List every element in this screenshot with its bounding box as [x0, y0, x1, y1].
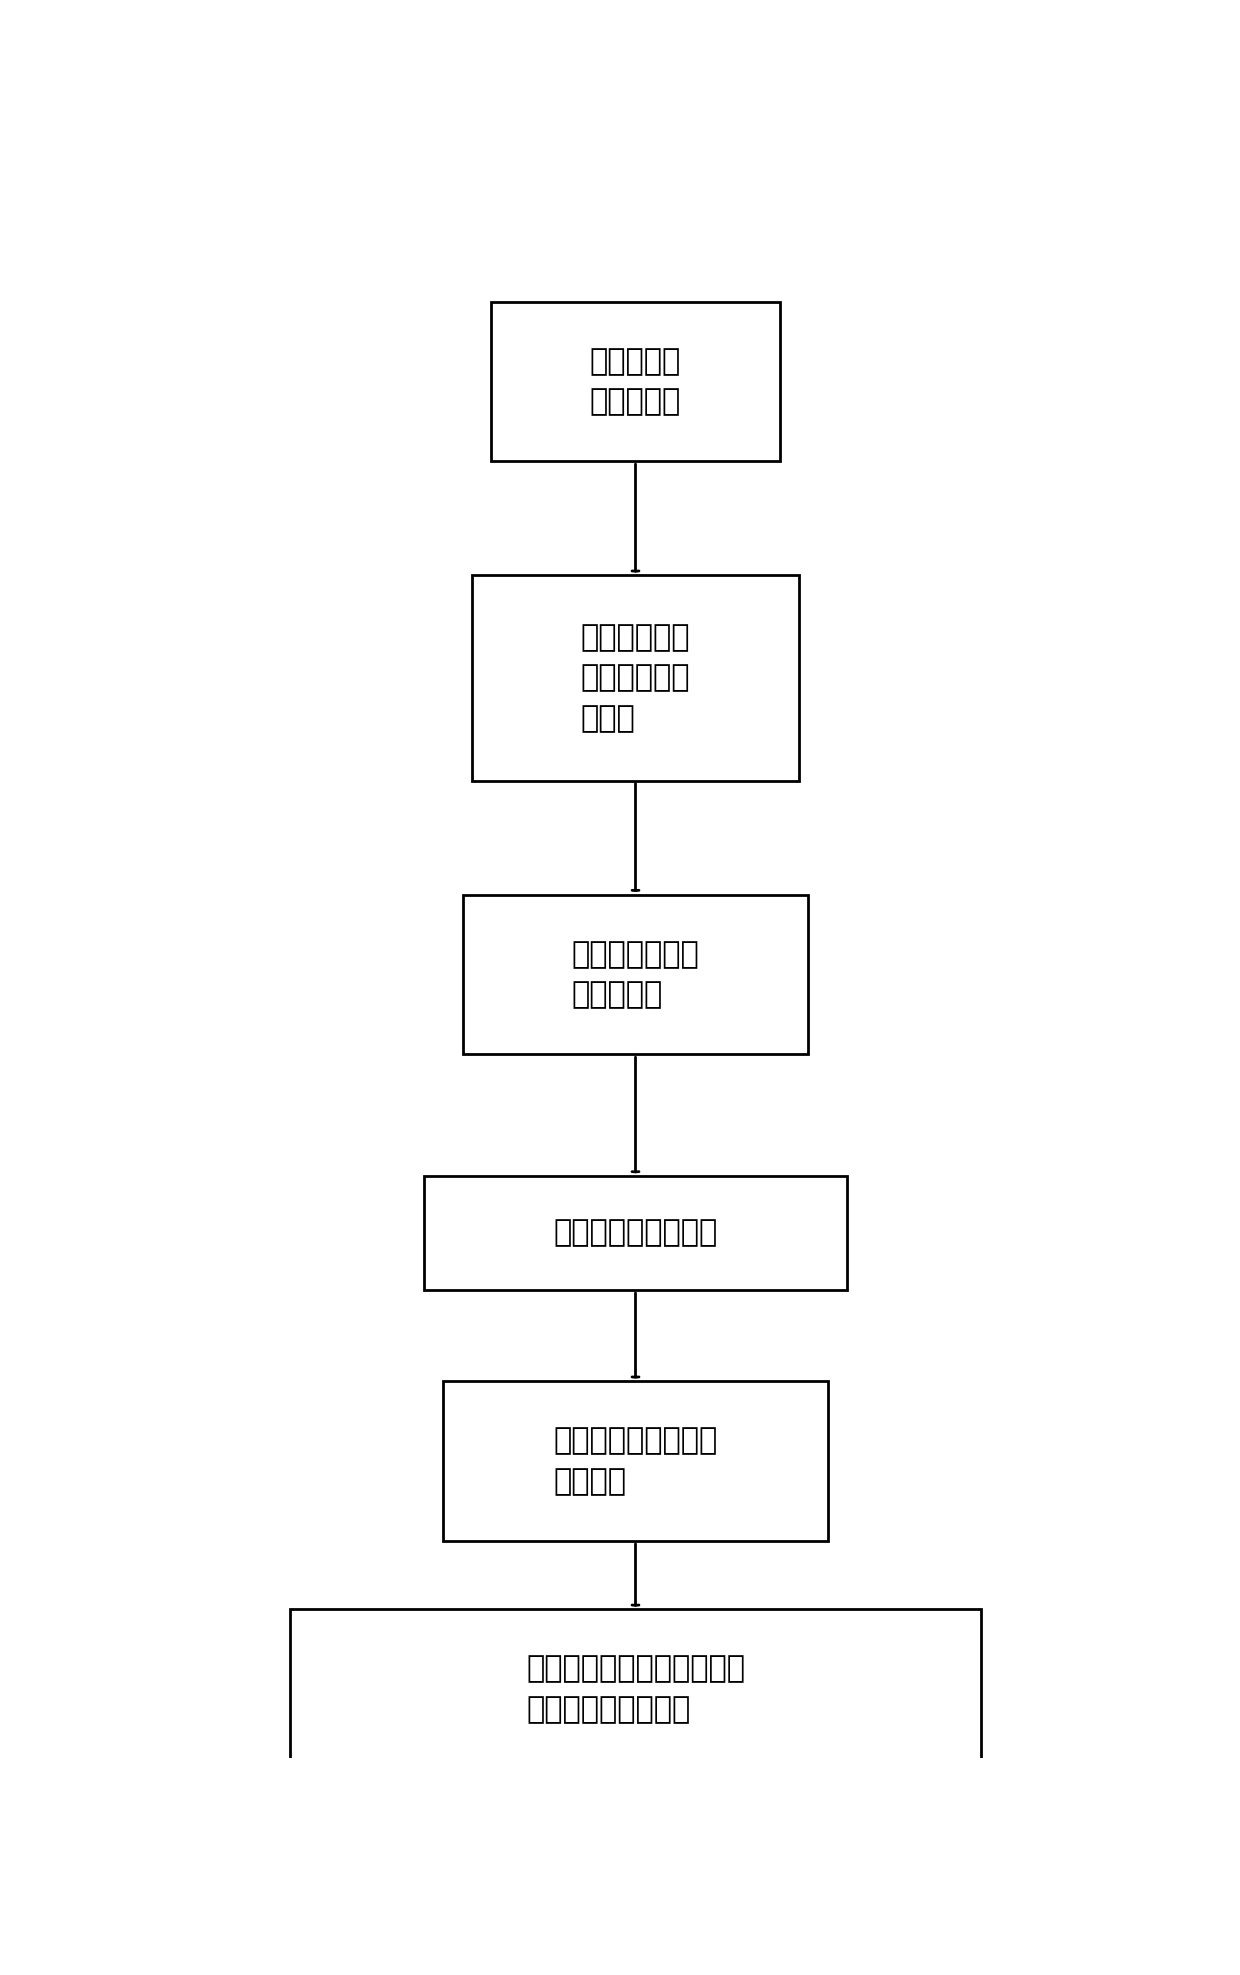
Bar: [463, 895, 808, 1055]
Bar: [491, 302, 780, 462]
Bar: [472, 575, 799, 780]
Bar: [444, 1381, 828, 1540]
Text: 采集轮毂的
可见光图像: 采集轮毂的 可见光图像: [590, 348, 681, 417]
Bar: [424, 1175, 847, 1290]
Text: 获取轮毂的螺栓
孔和中心孔: 获取轮毂的螺栓 孔和中心孔: [572, 940, 699, 1009]
Text: 获取轮毂的外
接圆及其圆心
和直径: 获取轮毂的外 接圆及其圆心 和直径: [580, 622, 691, 733]
Text: 全部参数存入数据库作为该
类型轮毂的识别依据: 全部参数存入数据库作为该 类型轮毂的识别依据: [526, 1655, 745, 1724]
Bar: [290, 1610, 982, 1770]
Text: 获取轮毂的轮辐条数: 获取轮毂的轮辐条数: [553, 1219, 718, 1248]
Text: 获取轮毂的中心孔区
域的面积: 获取轮毂的中心孔区 域的面积: [553, 1426, 718, 1495]
